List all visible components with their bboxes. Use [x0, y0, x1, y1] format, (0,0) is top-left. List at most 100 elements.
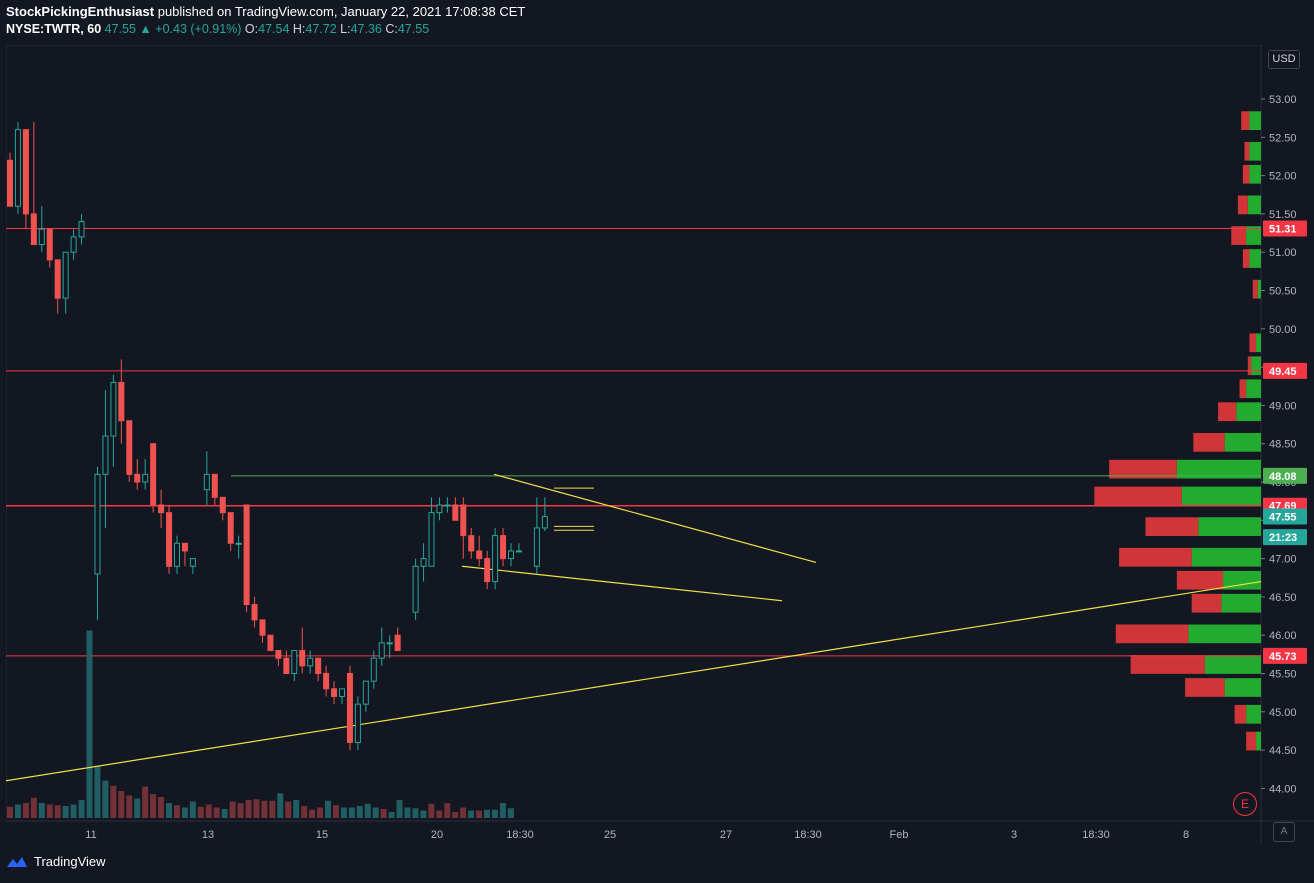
- y-tick-label: 49.00: [1269, 400, 1297, 412]
- price-chart[interactable]: 53.0052.5052.0051.5051.0050.5050.0049.50…: [6, 45, 1314, 843]
- volume-profile-up: [1249, 164, 1261, 184]
- candle-body: [70, 236, 77, 253]
- price-label-bg: [1263, 467, 1307, 484]
- candle-body: [78, 221, 85, 238]
- volume-profile-up: [1204, 655, 1261, 674]
- volume-profile-down: [1237, 195, 1248, 215]
- volume-bar: [142, 786, 149, 818]
- candle-body: [420, 558, 427, 567]
- volume-bar: [245, 800, 252, 818]
- candle-body: [227, 512, 234, 544]
- low-value: 47.36: [350, 22, 382, 36]
- price-label: 21:23: [1269, 532, 1297, 544]
- price-label-bg: [1263, 508, 1307, 525]
- candle-body: [189, 558, 196, 567]
- volume-profile-down: [1191, 593, 1222, 613]
- volume-bar: [396, 800, 403, 818]
- volume-bar: [388, 812, 395, 818]
- symbol-label[interactable]: NYSE:TWTR, 60: [6, 22, 102, 36]
- volume-profile-down: [1119, 547, 1192, 567]
- volume-bar: [484, 809, 490, 818]
- candle-body: [346, 673, 353, 743]
- volume-bar: [436, 810, 443, 818]
- volume-profile-up: [1246, 704, 1261, 724]
- volume-profile-up: [1223, 570, 1261, 590]
- volume-profile-up: [1246, 226, 1261, 245]
- candle-body: [299, 650, 306, 667]
- candle-body: [181, 542, 188, 552]
- x-tick-label: 27: [720, 829, 732, 841]
- volume-profile-up: [1224, 433, 1261, 452]
- volume-bar: [476, 810, 483, 818]
- volume-profile-down: [1247, 356, 1252, 376]
- volume-bar: [269, 800, 276, 818]
- candle-body: [492, 535, 499, 583]
- volume-bar: [380, 809, 387, 818]
- volume-bar: [261, 800, 268, 818]
- candle-body: [267, 634, 274, 652]
- price-label: 47.55: [1269, 511, 1297, 523]
- volume-profile-down: [1145, 517, 1199, 536]
- x-tick-label: 18:30: [794, 829, 822, 841]
- price-label-bg: [1263, 529, 1307, 546]
- currency-button[interactable]: USD: [1268, 50, 1300, 69]
- volume-profile-down: [1242, 164, 1250, 184]
- publish-info: published on TradingView.com, January 22…: [157, 4, 526, 19]
- candle-body: [460, 504, 467, 537]
- symbol-legend: NYSE:TWTR, 60 47.55 ▲ +0.43 (+0.91%) O:4…: [6, 22, 429, 36]
- footer-brand[interactable]: TradingView: [6, 854, 106, 869]
- open-value: 47.54: [258, 22, 290, 36]
- x-tick-label: 8: [1183, 829, 1189, 841]
- volume-bar: [253, 799, 260, 818]
- y-tick-label: 53.00: [1269, 94, 1297, 106]
- volume-bar: [428, 803, 435, 818]
- price-label: 48.08: [1269, 471, 1297, 483]
- candle-body: [444, 504, 451, 507]
- volume-bar: [181, 807, 188, 818]
- up-arrow-icon: ▲: [139, 22, 152, 36]
- price-label-bg: [1263, 647, 1307, 664]
- candle-body: [22, 129, 29, 215]
- earnings-badge[interactable]: E: [1233, 792, 1257, 816]
- volume-profile-up: [1221, 593, 1261, 613]
- volume-bar: [7, 806, 13, 818]
- publish-header: StockPickingEnthusiast published on Trad…: [6, 4, 525, 19]
- candle-body: [452, 504, 459, 521]
- volume-profile-up: [1224, 678, 1261, 697]
- price-label: 45.73: [1269, 651, 1297, 663]
- candle-body: [235, 542, 242, 545]
- volume-bar: [404, 807, 411, 818]
- volume-bar: [460, 807, 467, 818]
- candle-body: [203, 473, 210, 491]
- volume-profile-up: [1257, 279, 1261, 299]
- volume-bar: [372, 807, 379, 818]
- candle-body: [339, 688, 345, 697]
- candle-body: [94, 473, 101, 575]
- volume-bar: [221, 809, 228, 818]
- volume-profile-up: [1249, 111, 1261, 130]
- auto-scale-button[interactable]: A: [1273, 822, 1295, 842]
- candle-body: [362, 680, 369, 705]
- trend-line: [6, 580, 1262, 782]
- volume-bar: [158, 797, 165, 818]
- volume-bar: [22, 803, 29, 818]
- candle-body: [14, 129, 21, 207]
- candle-body: [110, 381, 117, 437]
- volume-bar: [213, 807, 220, 818]
- volume-profile-down: [1130, 655, 1205, 674]
- candle-body: [315, 657, 322, 674]
- candle-body: [291, 650, 298, 675]
- volume-bar: [285, 801, 292, 818]
- volume-profile-up: [1247, 195, 1261, 215]
- candle-body: [251, 604, 258, 621]
- candle-body: [102, 435, 109, 475]
- volume-bar: [38, 803, 45, 818]
- volume-bar: [348, 807, 355, 818]
- candle-body: [259, 619, 266, 636]
- y-tick-label: 51.00: [1269, 247, 1297, 259]
- author-name[interactable]: StockPickingEnthusiast: [6, 4, 155, 19]
- x-tick-label: 25: [604, 829, 616, 841]
- candle-body: [394, 634, 401, 652]
- x-tick-label: Feb: [890, 829, 909, 841]
- volume-profile-up: [1176, 459, 1261, 479]
